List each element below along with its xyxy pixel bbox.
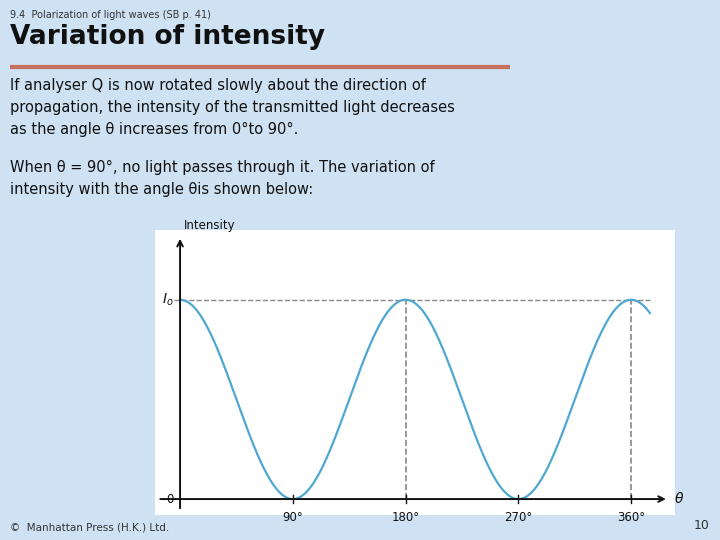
- Text: 9.4  Polarization of light waves (SB p. 41): 9.4 Polarization of light waves (SB p. 4…: [10, 10, 211, 20]
- Text: If analyser Q is now rotated slowly about the direction of
propagation, the inte: If analyser Q is now rotated slowly abou…: [10, 78, 455, 137]
- Text: 180°: 180°: [392, 511, 420, 524]
- Text: Variation of intensity: Variation of intensity: [10, 24, 325, 50]
- Text: $I_o$: $I_o$: [162, 292, 174, 308]
- FancyBboxPatch shape: [155, 230, 675, 515]
- Text: 90°: 90°: [282, 511, 303, 524]
- Text: 360°: 360°: [617, 511, 645, 524]
- Text: 10: 10: [694, 519, 710, 532]
- Text: θ: θ: [675, 492, 683, 506]
- Text: 270°: 270°: [504, 511, 533, 524]
- Text: 0: 0: [166, 492, 174, 505]
- Text: When θ = 90°, no light passes through it. The variation of
intensity with the an: When θ = 90°, no light passes through it…: [10, 160, 435, 197]
- Text: Intensity: Intensity: [184, 219, 235, 232]
- Text: ©  Manhattan Press (H.K.) Ltd.: © Manhattan Press (H.K.) Ltd.: [10, 522, 169, 532]
